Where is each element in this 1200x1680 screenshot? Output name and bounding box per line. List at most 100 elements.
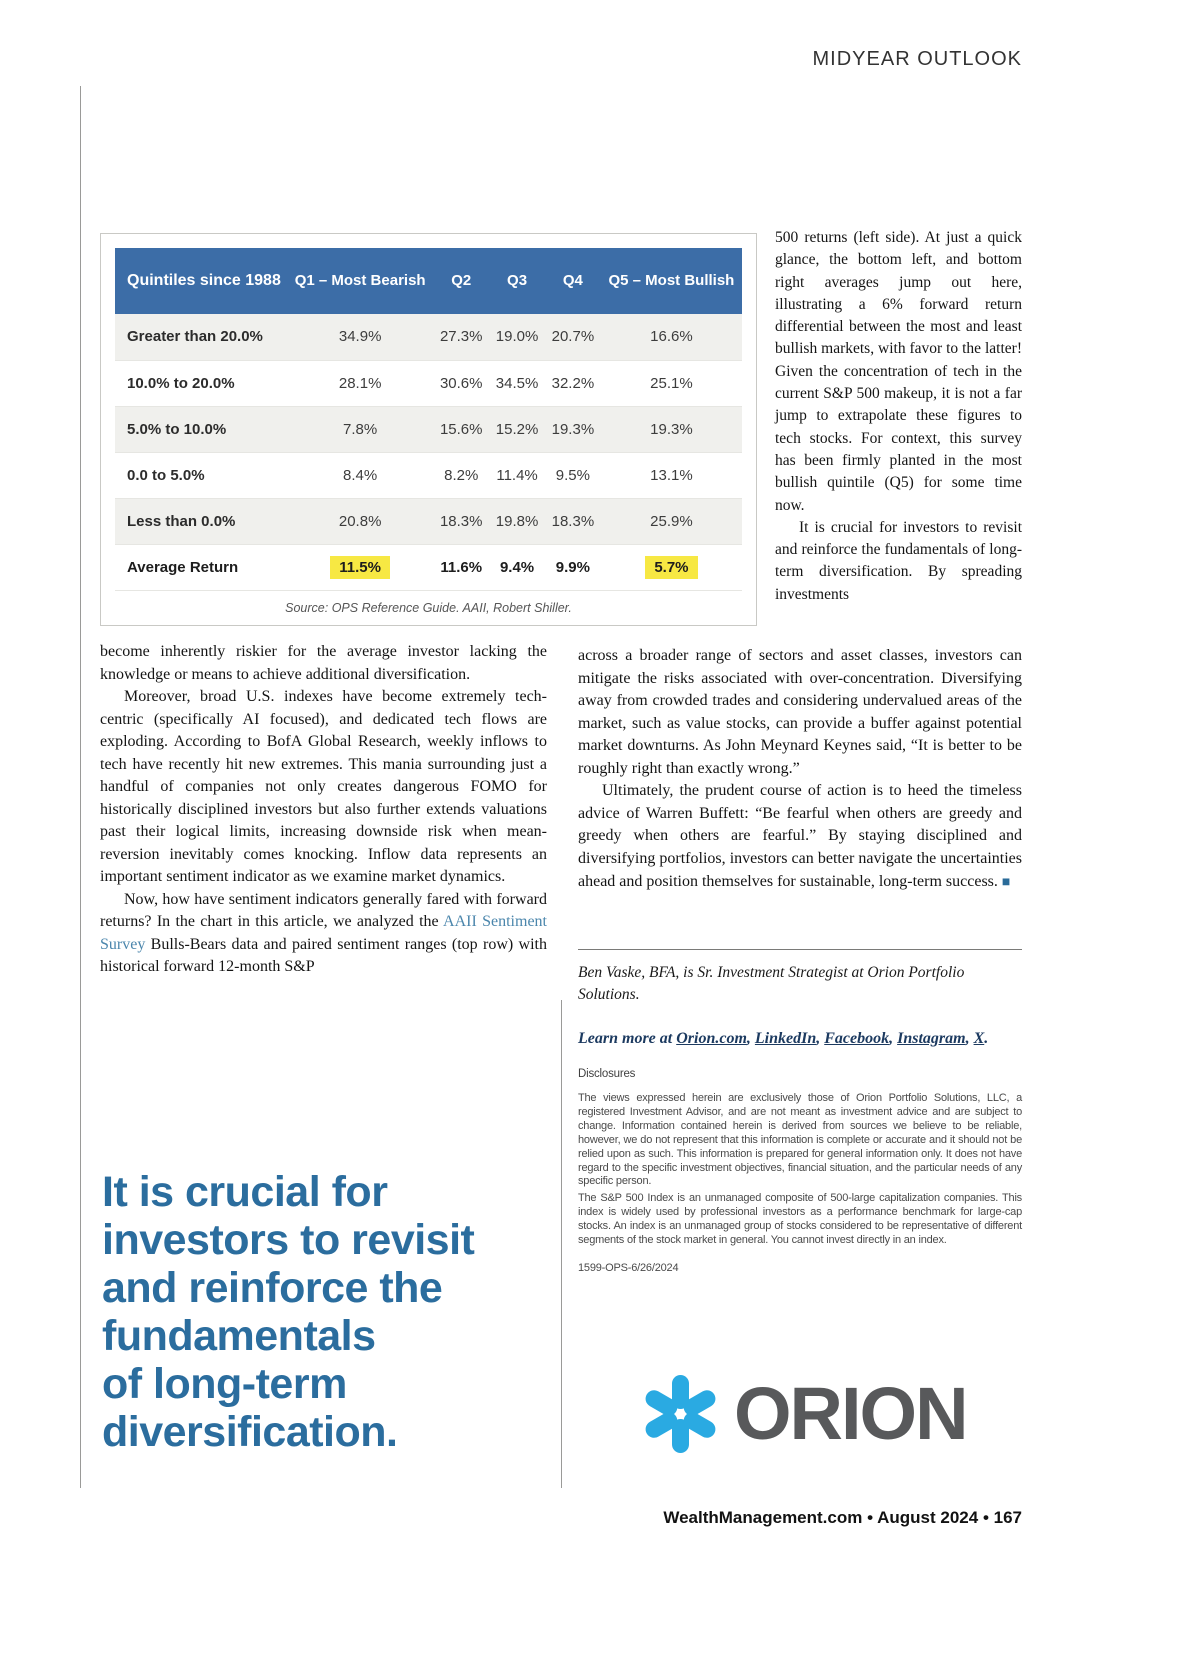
value-cell: 20.7%	[551, 328, 595, 346]
linkedin-link[interactable]: LinkedIn	[754, 1030, 817, 1047]
paragraph-text: Bulls-Bears data and paired sentiment ra…	[100, 935, 547, 976]
column-header: Quintiles since 1988	[115, 248, 287, 314]
body-column-right-top: 500 returns (left side). At just a quick…	[775, 227, 1022, 606]
paragraph: Now, how have sentiment indicators gener…	[100, 889, 547, 979]
column-divider-rule	[561, 1000, 562, 1488]
pull-quote-line: fundamentals	[102, 1312, 376, 1360]
body-column-right-bottom: across a broader range of sectors and as…	[578, 645, 1022, 894]
footer-text: WealthManagement.com • August 2024 •	[663, 1508, 994, 1527]
value-cell: 27.3%	[439, 328, 483, 346]
pull-quote-line: It is crucial for	[102, 1168, 388, 1216]
table-row: 5.0% to 10.0% 7.8% 15.6% 15.2% 19.3% 19.…	[115, 406, 742, 452]
orion-wordmark: ORION	[734, 1372, 969, 1455]
column-header: Q4	[544, 248, 601, 314]
row-label-cell: Greater than 20.0%	[127, 328, 263, 346]
sentiment-quintile-table: Quintiles since 1988 Q1 – Most Bearish Q…	[115, 248, 742, 591]
orion-com-link[interactable]: Orion.com	[676, 1030, 747, 1047]
asterisk-spoke	[671, 1375, 689, 1409]
separator: ,	[746, 1030, 755, 1047]
paragraph: across a broader range of sectors and as…	[578, 647, 1022, 777]
value-cell: 19.8%	[495, 512, 539, 530]
value-cell: 7.8%	[343, 420, 378, 438]
value-cell: 19.3%	[650, 420, 693, 438]
aaii-sentiment-survey-link[interactable]: AAII Sentiment Survey	[100, 913, 547, 953]
value-cell: 32.2%	[551, 374, 595, 392]
orion-asterisk-icon	[636, 1370, 724, 1458]
pull-quote-line: of long-term	[102, 1360, 347, 1408]
column-header: Q1 – Most Bearish	[287, 248, 434, 314]
byline-divider-rule	[578, 949, 1022, 950]
value-cell: 20.8%	[338, 512, 382, 530]
row-label-cell: 0.0 to 5.0%	[127, 466, 205, 484]
value-cell: 15.2%	[495, 420, 539, 438]
left-margin-rule	[80, 86, 81, 1488]
disclosure-paragraph: The views expressed herein are exclusive…	[578, 1092, 1022, 1188]
paragraph: 500 returns (left side). At just a quick…	[775, 229, 1022, 514]
value-cell: 9.4%	[499, 558, 535, 576]
value-cell: 18.3%	[551, 512, 595, 530]
paragraph: It is crucial for investors to revisit a…	[775, 518, 1022, 603]
paragraph-text: Now, how have sentiment indicators gener…	[100, 890, 547, 931]
column-header: Q5 – Most Bullish	[600, 248, 742, 314]
pull-quote-line: investors to revisit	[102, 1216, 475, 1264]
table-row: 0.0 to 5.0% 8.4% 8.2% 11.4% 9.5% 13.1%	[115, 452, 742, 498]
disclosures-heading: Disclosures	[578, 1068, 636, 1080]
row-label-cell: 5.0% to 10.0%	[127, 420, 227, 438]
instagram-link[interactable]: Instagram	[897, 1030, 966, 1047]
paragraph: Ultimately, the prudent course of action…	[578, 780, 1022, 894]
row-label-cell: Average Return	[127, 558, 239, 576]
value-cell-highlighted: 5.7%	[601, 544, 742, 590]
pull-quote-line: and reinforce the	[102, 1264, 443, 1312]
section-kicker: MIDYEAR OUTLOOK	[812, 48, 1022, 70]
highlight: 11.5%	[330, 555, 390, 579]
orion-logo: ORION	[636, 1370, 969, 1458]
end-of-article-marker: ■	[1001, 873, 1011, 889]
paragraph-text: Ultimately, the prudent course of action…	[578, 782, 1022, 890]
learn-more-prefix: Learn more at	[578, 1030, 677, 1047]
disclosure-paragraph: The S&P 500 Index is an unmanaged compos…	[578, 1192, 1022, 1246]
value-cell: 34.9%	[338, 328, 382, 346]
value-cell: 25.9%	[650, 512, 693, 530]
paragraph: Moreover, broad U.S. indexes have become…	[100, 688, 547, 885]
table-row-average: Average Return 11.5% 11.6% 9.4% 9.9% 5.7…	[115, 544, 742, 590]
separator: ,	[965, 1030, 974, 1047]
separator: ,	[889, 1030, 898, 1047]
value-cell: 34.5%	[495, 374, 539, 392]
table-header-row: Quintiles since 1988 Q1 – Most Bearish Q…	[115, 248, 742, 314]
pull-quote-line: diversification.	[102, 1408, 398, 1456]
pull-quote: It is crucial for investors to revisit a…	[102, 1168, 544, 1456]
value-cell: 19.3%	[551, 420, 595, 438]
author-byline: Ben Vaske, BFA, is Sr. Investment Strate…	[578, 964, 965, 1003]
separator: ,	[816, 1030, 825, 1047]
row-label-cell: Less than 0.0%	[127, 512, 236, 530]
column-header: Q3	[489, 248, 545, 314]
page-number: 167	[993, 1508, 1022, 1527]
value-cell: 30.6%	[439, 374, 483, 392]
facebook-link[interactable]: Facebook	[824, 1030, 890, 1047]
table-row: 10.0% to 20.0% 28.1% 30.6% 34.5% 32.2% 2…	[115, 360, 742, 406]
value-cell-highlighted: 11.5%	[287, 544, 433, 590]
table-row: Greater than 20.0% 34.9% 27.3% 19.0% 20.…	[115, 314, 742, 360]
body-column-left: become inherently riskier for the averag…	[100, 641, 547, 979]
column-header: Q2	[433, 248, 490, 314]
value-cell: 11.6%	[440, 558, 483, 576]
value-cell: 15.6%	[439, 420, 483, 438]
value-cell: 9.9%	[555, 558, 590, 576]
table-row: Less than 0.0% 20.8% 18.3% 19.8% 18.3% 2…	[115, 498, 742, 544]
learn-more-line: Learn more at Orion.com, LinkedIn, Faceb…	[578, 1030, 1022, 1048]
value-cell: 8.4%	[343, 466, 378, 484]
row-label-cell: 10.0% to 20.0%	[127, 374, 235, 392]
page-footer: WealthManagement.com • August 2024 • 167	[578, 1508, 1022, 1528]
value-cell: 25.1%	[650, 374, 693, 392]
value-cell: 16.6%	[650, 328, 693, 346]
value-cell: 9.5%	[555, 466, 590, 484]
value-cell: 11.4%	[496, 466, 538, 484]
table-source-note: Source: OPS Reference Guide. AAII, Rober…	[285, 600, 572, 615]
compliance-code: 1599-OPS-6/26/2024	[578, 1262, 679, 1274]
paragraph: become inherently riskier for the averag…	[100, 643, 547, 683]
x-link[interactable]: X	[973, 1030, 985, 1047]
value-cell: 8.2%	[444, 466, 479, 484]
period: .	[984, 1030, 989, 1047]
value-cell: 19.0%	[495, 328, 539, 346]
